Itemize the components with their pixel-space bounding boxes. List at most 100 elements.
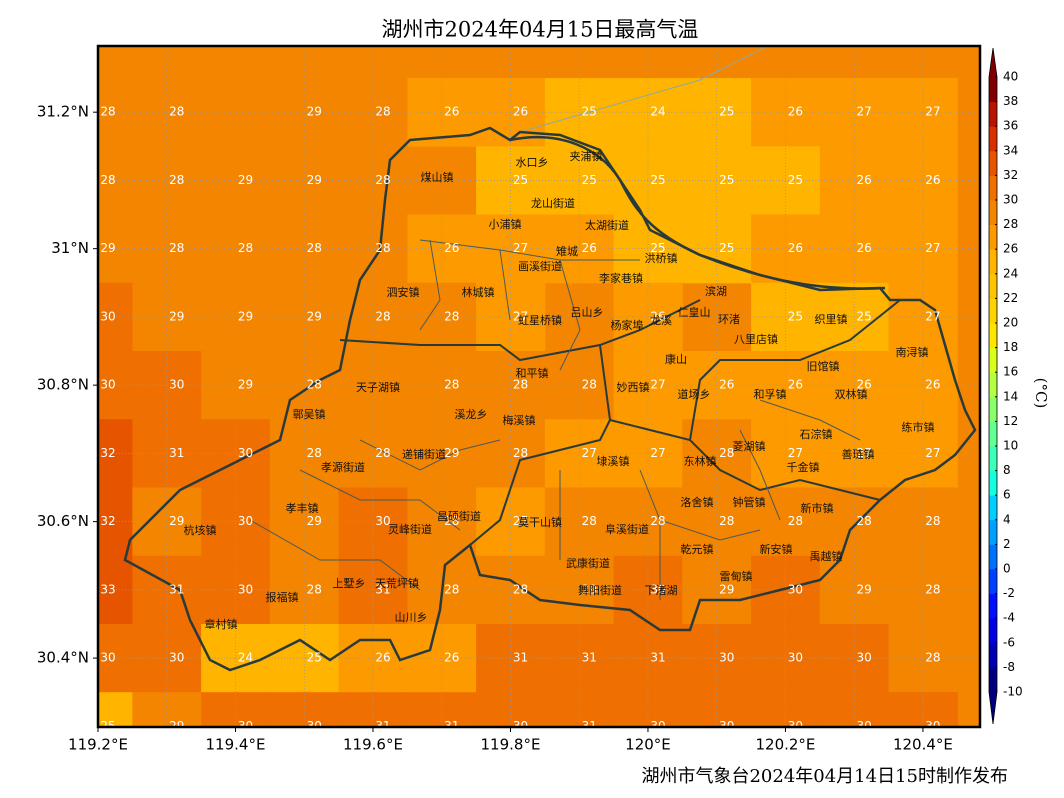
x-tick-label: 120.2°E [755,736,815,754]
x-tick-label: 119.6°E [343,736,403,754]
town-label: 雷甸镇 [720,569,753,583]
temperature-cell [476,419,546,488]
colorbar-segment [989,593,997,619]
colorbar-segment [989,544,997,570]
grid-value: 28 [513,582,528,596]
grid-value: 28 [307,446,322,460]
temperature-cell [201,214,271,284]
grid-value: 30 [100,309,115,323]
town-label: 善琏镇 [842,447,875,461]
town-label: 灵峰街道 [388,522,432,536]
colorbar-tick-label: 20 [1003,316,1018,330]
town-label: 莫干山镇 [518,515,562,529]
grid-value: 24 [650,105,665,119]
grid-value: 27 [582,446,597,460]
town-label: 仁皇山 [678,305,711,319]
colorbar-tick-label: 12 [1003,414,1018,428]
grid-value: 26 [788,241,803,255]
colorbar-segment [989,347,997,373]
grid-value: 26 [788,378,803,392]
colorbar-tick-label: 38 [1003,94,1018,108]
labels: 28 28 29 28 26 26 25 24 25 26 27 27 28 28 29 29 28 25 25 25… [100,105,940,733]
temperature-cell [269,214,340,284]
grid-value: 28 [857,514,872,528]
town-label: 夹浦镇 [570,149,603,163]
y-tick-label: 30.4°N [37,649,89,667]
colorbar-segment [989,569,997,594]
colorbar-segment [989,618,997,644]
grid-value: 27 [513,514,528,528]
temperature-cell [98,623,133,693]
colorbar-extend-top [989,48,997,77]
grid-value: 31 [169,582,184,596]
temperature-cell [338,146,408,216]
x-tick-label: 119.8°E [481,736,541,754]
grid-value: 28 [719,446,734,460]
y-tick-label: 31.2°N [37,103,89,121]
town-label: 康山 [665,352,687,366]
town-label: 禹越镇 [810,549,843,563]
temperature-cell [201,282,271,352]
grid-value: 26 [788,105,803,119]
temperature-cell [476,555,546,625]
grid-value: 30 [788,651,803,665]
grid-value: 28 [169,241,184,255]
town-label: 龙山街道 [531,196,575,210]
grid-value: 29 [307,173,322,187]
colorbar-tick-label: 26 [1003,242,1018,256]
town-label: 天子湖镇 [356,380,400,394]
town-label: 和孚镇 [754,387,787,401]
grid-value: 27 [925,241,940,255]
map-title: 湖州市2024年04月15日最高气温 [382,18,699,42]
grid-value: 28 [238,241,253,255]
grid-value: 27 [925,309,940,323]
grid-value: 27 [857,446,872,460]
grid-value: 28 [582,378,597,392]
temperature-cell [201,487,271,557]
grid-value: 25 [788,173,803,187]
temperature-cell [98,214,133,284]
colorbar-tick-label: 4 [1003,512,1011,526]
town-label: 埭溪镇 [597,454,630,468]
town-label: 练市镇 [902,420,935,434]
temperature-cell [98,146,133,216]
colorbar-segment [989,470,997,496]
grid-value: 26 [513,105,528,119]
temperature-cell [98,555,133,625]
grid-value: 30 [169,378,184,392]
grid-value: 26 [375,651,390,665]
x-tick-label: 120.4°E [893,736,953,754]
colorbar-segment [989,495,997,521]
grid-value: 26 [444,105,459,119]
temperature-cell [201,555,271,625]
town-label: 昌硕街道 [437,509,481,523]
town-label: 画溪街道 [518,259,562,273]
grid-value: 31 [169,446,184,460]
colorbar-segment [989,200,997,225]
grid-value: 28 [444,514,459,528]
grid-value: 30 [100,378,115,392]
grid-value: 26 [582,241,597,255]
grid-value: 29 [238,378,253,392]
temperature-cell [201,419,271,488]
y-tick-label: 30.8°N [37,376,89,394]
grid-value: 26 [857,378,872,392]
grid-value: 28 [513,446,528,460]
grid-value: 28 [100,105,115,119]
colorbar-tick-label: 28 [1003,217,1018,231]
grid-value: 25 [719,173,734,187]
grid-value: 25 [788,309,803,323]
colorbar-segment [989,273,997,299]
town-label: 双林镇 [835,387,868,401]
colorbar-tick-label: 24 [1003,266,1018,280]
grid-value: 25 [582,105,597,119]
town-label: 梅溪镇 [503,413,536,427]
grid-value: 26 [925,173,940,187]
town-label: 杭垓镇 [184,523,217,537]
grid-value: 33 [100,582,115,596]
grid-value: 26 [857,173,872,187]
map-frame [96,44,982,729]
grid-value: 28 [375,173,390,187]
grid-value: 28 [513,378,528,392]
